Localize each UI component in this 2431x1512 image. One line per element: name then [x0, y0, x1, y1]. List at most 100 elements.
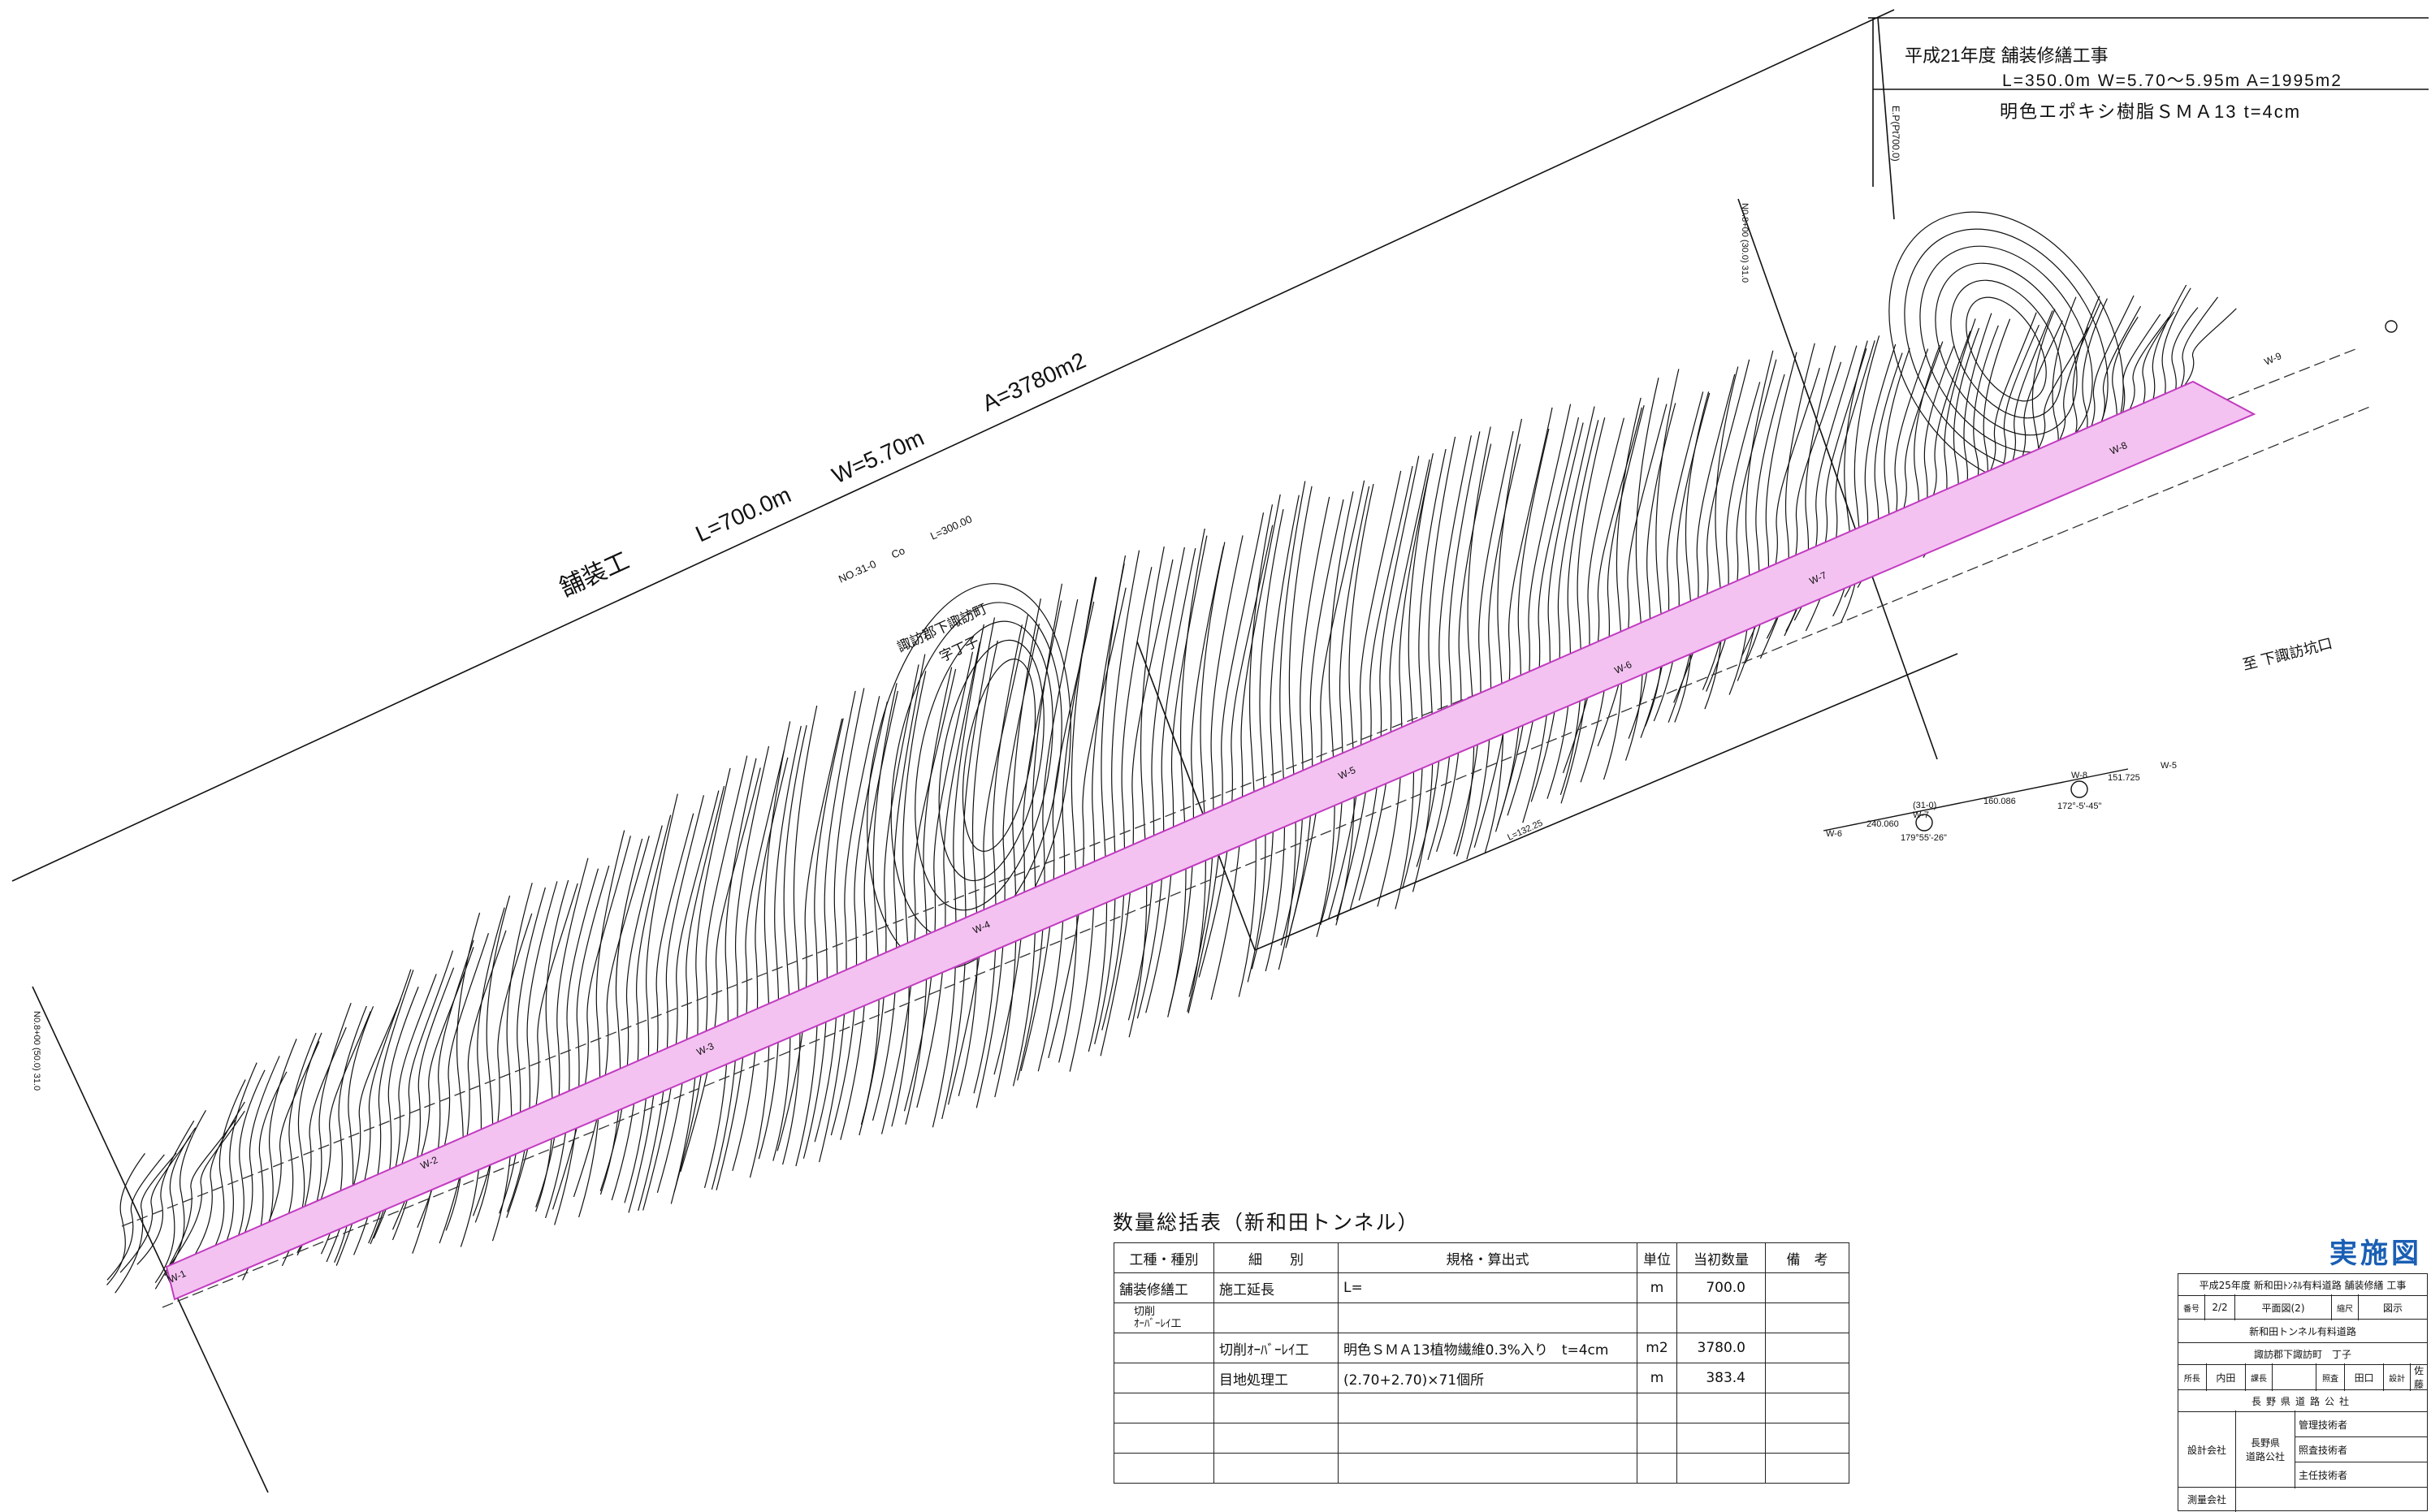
contour-line	[1285, 480, 1365, 948]
contour-line	[611, 814, 672, 1201]
col-header: 規格・算出式	[1338, 1242, 1637, 1273]
contour-line	[1358, 459, 1430, 901]
contour-line	[776, 718, 843, 1151]
contour-line	[1210, 494, 1281, 1000]
contour-line	[599, 838, 643, 1195]
contour-line	[1278, 486, 1313, 970]
summary-row	[1114, 1393, 1849, 1423]
w-label: W-9	[2263, 350, 2284, 368]
contour-line	[1136, 547, 1196, 1019]
summary-cell	[1765, 1272, 1849, 1303]
contour-line	[958, 640, 998, 1096]
summary-cell: 施工延長	[1213, 1272, 1339, 1303]
contour-line	[915, 620, 1053, 911]
contour-line	[552, 836, 631, 1210]
contour-line	[830, 701, 888, 1136]
tb-sig-cell: 田口	[2345, 1363, 2385, 1391]
contour-line	[507, 881, 558, 1212]
contour-line	[1935, 262, 2078, 436]
summary-cell	[1213, 1423, 1339, 1454]
summary-cell: m	[1637, 1363, 1677, 1393]
summary-cell	[1114, 1423, 1214, 1454]
tb-survey-label: 測量会社	[2178, 1486, 2236, 1512]
paved-area	[165, 380, 2256, 1301]
tb-no: 2/2	[2205, 1294, 2235, 1320]
contour-line	[535, 858, 589, 1207]
contour-line	[578, 830, 625, 1218]
contour-line	[814, 688, 865, 1143]
contour-line	[1603, 397, 1642, 780]
contour-line	[1580, 404, 1645, 783]
contour-line	[1335, 483, 1374, 926]
contour-line	[670, 767, 731, 1204]
contour-line	[573, 836, 650, 1198]
contour-line	[1950, 279, 2062, 419]
pave-width: W=5.70m	[828, 425, 928, 488]
contour-line	[1546, 420, 1599, 799]
contour-line	[880, 668, 957, 1134]
tb-sig-cell: 所長	[2178, 1363, 2207, 1391]
l300-label: L=300.00	[928, 512, 974, 542]
summary-cell: 切削ｵｰﾊﾞｰﾚｲ工	[1114, 1302, 1214, 1333]
summary-cell	[1213, 1393, 1339, 1423]
contour-line	[1328, 470, 1402, 920]
boundary-left	[32, 986, 269, 1493]
contour-line	[1069, 563, 1125, 1072]
pave-area: A=3780m2	[979, 348, 1090, 417]
tb-drawing: 平面図(2)	[2235, 1294, 2332, 1320]
contour-line	[932, 624, 984, 1128]
contour-line	[1145, 535, 1208, 1013]
header-material: 明色エポキシ樹脂ＳＭＡ13 t=4cm	[2000, 102, 2301, 122]
contour-line	[772, 724, 807, 1161]
contour-line	[545, 868, 599, 1219]
contour-line	[1037, 577, 1097, 1072]
contour-line	[1674, 391, 1710, 723]
contour-line	[891, 671, 927, 1127]
boundary-upper	[11, 9, 1895, 882]
col-header: 工種・種別	[1114, 1242, 1214, 1273]
contour-line	[1644, 369, 1680, 728]
contour-line	[1416, 435, 1472, 867]
summary-row	[1114, 1453, 1849, 1484]
summary-row: 切削 ｵｰﾊﾞｰﾚｲ工	[1114, 1302, 1849, 1333]
summary-cell	[1676, 1453, 1766, 1484]
contour-line	[1251, 495, 1300, 970]
contour-line	[782, 705, 818, 1165]
contour-line	[732, 757, 789, 1172]
contour-line	[115, 1152, 177, 1294]
contour-line	[119, 1135, 192, 1273]
contour-line	[859, 664, 919, 1136]
contour-line	[1127, 546, 1185, 1021]
contour-line	[506, 883, 578, 1218]
contour-line	[1316, 491, 1354, 937]
contour-line	[445, 912, 481, 1231]
pave-length: L=700.0m	[692, 482, 795, 546]
summary-cell: 舗装修繕工	[1114, 1272, 1214, 1303]
summary-cell: 目地処理工	[1213, 1363, 1339, 1393]
tb-sig-cell: 設計	[2384, 1363, 2412, 1391]
contour-line	[212, 1062, 257, 1269]
contour-line	[1377, 463, 1432, 907]
contour-line	[1188, 535, 1244, 997]
contour-line	[1728, 350, 1774, 695]
col-header: 細 別	[1213, 1242, 1339, 1273]
summary-cell: 383.4	[1676, 1363, 1766, 1393]
contour-line	[962, 659, 1036, 852]
contour-line	[975, 624, 1040, 1108]
contour-line	[1395, 453, 1434, 909]
col-header: 備 考	[1765, 1242, 1849, 1273]
contour-line	[1966, 296, 2047, 402]
tb-sig-cell: 佐藤	[2414, 1365, 2425, 1390]
summary-cell	[1676, 1423, 1766, 1454]
contour-line	[1238, 504, 1274, 997]
contour-line	[1020, 601, 1095, 1071]
col-header: 当初数量	[1676, 1242, 1766, 1273]
summary-cell	[1765, 1453, 1849, 1484]
contour-line	[460, 907, 505, 1247]
markers	[1915, 320, 2398, 832]
summary-row	[1114, 1423, 1849, 1454]
contour-line	[802, 690, 856, 1159]
header-frame	[1868, 17, 2429, 187]
contour-line	[1507, 417, 1580, 816]
contour-line	[673, 755, 748, 1193]
